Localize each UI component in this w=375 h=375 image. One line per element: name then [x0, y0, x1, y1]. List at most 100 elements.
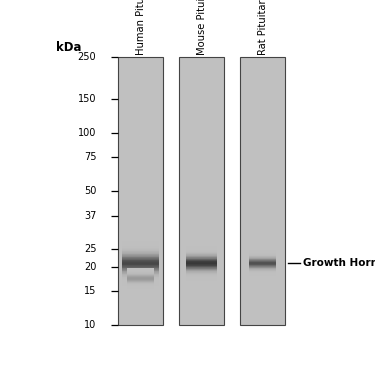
FancyBboxPatch shape [249, 250, 276, 251]
Text: 10: 10 [84, 320, 96, 330]
FancyBboxPatch shape [179, 57, 224, 325]
FancyBboxPatch shape [249, 262, 276, 263]
FancyBboxPatch shape [122, 259, 159, 260]
FancyBboxPatch shape [122, 276, 159, 278]
FancyBboxPatch shape [122, 247, 159, 248]
FancyBboxPatch shape [186, 262, 217, 263]
FancyBboxPatch shape [122, 260, 159, 261]
FancyBboxPatch shape [249, 266, 276, 267]
FancyBboxPatch shape [122, 279, 159, 280]
FancyBboxPatch shape [186, 246, 217, 247]
FancyBboxPatch shape [127, 287, 154, 288]
FancyBboxPatch shape [127, 279, 154, 280]
FancyBboxPatch shape [186, 266, 217, 267]
FancyBboxPatch shape [122, 280, 159, 281]
FancyBboxPatch shape [118, 57, 163, 325]
Text: Rat Pituitary: Rat Pituitary [258, 0, 268, 55]
FancyBboxPatch shape [186, 247, 217, 248]
FancyBboxPatch shape [122, 251, 159, 252]
FancyBboxPatch shape [122, 253, 159, 254]
FancyBboxPatch shape [122, 282, 159, 283]
FancyBboxPatch shape [122, 245, 159, 246]
FancyBboxPatch shape [127, 271, 154, 272]
FancyBboxPatch shape [249, 263, 276, 264]
FancyBboxPatch shape [127, 273, 154, 274]
FancyBboxPatch shape [186, 260, 217, 261]
FancyBboxPatch shape [249, 252, 276, 253]
FancyBboxPatch shape [122, 255, 159, 256]
FancyBboxPatch shape [186, 255, 217, 256]
FancyBboxPatch shape [249, 264, 276, 265]
FancyBboxPatch shape [127, 274, 154, 275]
FancyBboxPatch shape [122, 243, 159, 244]
Text: 75: 75 [84, 152, 96, 162]
Text: 50: 50 [84, 186, 96, 196]
FancyBboxPatch shape [122, 272, 159, 273]
FancyBboxPatch shape [186, 276, 217, 277]
FancyBboxPatch shape [127, 280, 154, 281]
FancyBboxPatch shape [249, 275, 276, 276]
FancyBboxPatch shape [186, 272, 217, 273]
FancyBboxPatch shape [122, 277, 159, 278]
FancyBboxPatch shape [127, 272, 154, 273]
FancyBboxPatch shape [127, 277, 154, 278]
FancyBboxPatch shape [127, 285, 154, 286]
FancyBboxPatch shape [127, 282, 154, 283]
FancyBboxPatch shape [127, 281, 154, 282]
FancyBboxPatch shape [186, 261, 217, 262]
FancyBboxPatch shape [122, 241, 159, 242]
FancyBboxPatch shape [122, 256, 159, 257]
FancyBboxPatch shape [122, 274, 159, 275]
FancyBboxPatch shape [186, 278, 217, 279]
FancyBboxPatch shape [186, 254, 217, 255]
FancyBboxPatch shape [127, 286, 154, 287]
FancyBboxPatch shape [240, 57, 285, 325]
FancyBboxPatch shape [122, 285, 159, 286]
FancyBboxPatch shape [249, 267, 276, 268]
FancyBboxPatch shape [186, 273, 217, 274]
FancyBboxPatch shape [122, 248, 159, 249]
FancyBboxPatch shape [186, 277, 217, 278]
FancyBboxPatch shape [127, 283, 154, 284]
FancyBboxPatch shape [249, 253, 276, 254]
FancyBboxPatch shape [122, 281, 159, 282]
FancyBboxPatch shape [249, 269, 276, 270]
FancyBboxPatch shape [127, 272, 154, 273]
FancyBboxPatch shape [122, 267, 159, 268]
FancyBboxPatch shape [186, 271, 217, 272]
FancyBboxPatch shape [122, 278, 159, 279]
Text: 37: 37 [84, 211, 96, 221]
FancyBboxPatch shape [186, 253, 217, 254]
FancyBboxPatch shape [122, 252, 159, 253]
FancyBboxPatch shape [127, 271, 154, 272]
FancyBboxPatch shape [249, 265, 276, 266]
FancyBboxPatch shape [122, 270, 159, 271]
FancyBboxPatch shape [122, 246, 159, 247]
Text: Human Pituitary: Human Pituitary [136, 0, 146, 55]
FancyBboxPatch shape [186, 251, 217, 252]
FancyBboxPatch shape [122, 275, 159, 276]
FancyBboxPatch shape [127, 288, 154, 289]
FancyBboxPatch shape [127, 269, 154, 270]
FancyBboxPatch shape [249, 260, 276, 261]
FancyBboxPatch shape [186, 265, 217, 266]
FancyBboxPatch shape [249, 268, 276, 269]
FancyBboxPatch shape [127, 284, 154, 285]
FancyBboxPatch shape [122, 261, 159, 262]
Text: Growth Hormone: Growth Hormone [303, 258, 375, 268]
FancyBboxPatch shape [186, 249, 217, 250]
FancyBboxPatch shape [122, 282, 159, 284]
FancyBboxPatch shape [127, 282, 154, 283]
FancyBboxPatch shape [186, 252, 217, 253]
FancyBboxPatch shape [249, 273, 276, 274]
FancyBboxPatch shape [249, 265, 276, 266]
FancyBboxPatch shape [186, 258, 217, 259]
Text: 150: 150 [78, 94, 96, 104]
FancyBboxPatch shape [186, 259, 217, 260]
FancyBboxPatch shape [122, 279, 159, 280]
FancyBboxPatch shape [122, 257, 159, 258]
FancyBboxPatch shape [186, 275, 217, 276]
FancyBboxPatch shape [186, 248, 217, 249]
FancyBboxPatch shape [122, 273, 159, 274]
FancyBboxPatch shape [186, 269, 217, 270]
